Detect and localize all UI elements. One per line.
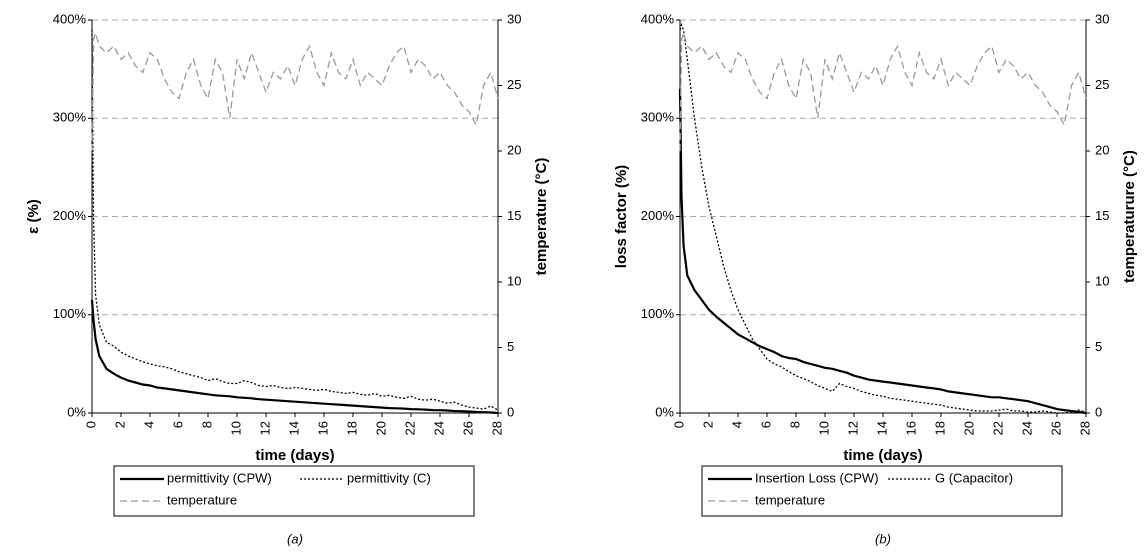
data-line — [679, 23, 1087, 414]
y2-tick-label: 0 — [1095, 404, 1102, 419]
y2-tick-label: 15 — [507, 208, 521, 223]
y-axis-label: ε (%) — [25, 199, 42, 234]
x-tick-label: 28 — [489, 421, 504, 435]
y2-tick-label: 30 — [1095, 11, 1109, 26]
y2-axis-label: temperature (°C) — [533, 158, 550, 276]
x-tick-label: 6 — [170, 421, 185, 428]
y-tick-label: 0% — [655, 404, 674, 419]
y2-axis-label: temperaturure (°C) — [1121, 150, 1138, 283]
x-tick-label: 24 — [431, 421, 446, 435]
legend-label: temperature — [755, 492, 825, 507]
y-tick-label: 200% — [641, 208, 675, 223]
x-tick-label: 8 — [787, 421, 802, 428]
x-axis-label: time (days) — [255, 447, 334, 464]
legend-label: Insertion Loss (CPW) — [755, 470, 879, 485]
legend-box — [701, 465, 1063, 517]
y-tick-label: 300% — [53, 110, 87, 125]
x-tick-label: 12 — [845, 421, 860, 435]
x-tick-label: 18 — [344, 421, 359, 435]
y2-tick-label: 0 — [507, 404, 514, 419]
y2-tick-label: 5 — [507, 339, 514, 354]
y2-tick-label: 10 — [507, 273, 521, 288]
x-tick-label: 24 — [1019, 421, 1034, 435]
x-tick-label: 16 — [315, 421, 330, 435]
data-line — [678, 88, 1087, 415]
x-tick-label: 22 — [990, 421, 1005, 435]
y-tick-label: 400% — [641, 11, 675, 26]
x-tick-label: 26 — [1048, 421, 1063, 435]
data-line — [679, 30, 1087, 152]
y2-tick-label: 5 — [1095, 339, 1102, 354]
y-axis-label: loss factor (%) — [613, 165, 630, 268]
x-tick-label: 10 — [228, 421, 243, 435]
y2-tick-label: 25 — [1095, 77, 1109, 92]
y2-tick-label: 30 — [507, 11, 521, 26]
x-tick-label: 6 — [758, 421, 773, 428]
y-tick-label: 100% — [53, 306, 87, 321]
data-line — [90, 299, 499, 415]
x-tick-label: 0 — [671, 421, 686, 428]
caption: (a) — [287, 531, 303, 546]
y-tick-label: 300% — [641, 110, 675, 125]
x-tick-label: 20 — [961, 421, 976, 435]
x-tick-label: 14 — [286, 421, 301, 435]
legend-box — [113, 465, 475, 517]
x-axis-label: time (days) — [843, 447, 922, 464]
y-tick-label: 400% — [53, 11, 87, 26]
legend-label: G (Capacitor) — [935, 470, 1013, 485]
legend-label: temperature — [167, 492, 237, 507]
x-tick-label: 10 — [816, 421, 831, 435]
x-tick-label: 16 — [903, 421, 918, 435]
x-tick-label: 22 — [402, 421, 417, 435]
x-tick-label: 28 — [1077, 421, 1092, 435]
x-tick-label: 2 — [112, 421, 127, 428]
y-tick-label: 0% — [67, 404, 86, 419]
x-tick-label: 8 — [199, 421, 214, 428]
y2-tick-label: 10 — [1095, 273, 1109, 288]
legend-label: permittivity (CPW) — [167, 470, 272, 485]
legend-label: permittivity (C) — [347, 470, 431, 485]
x-tick-label: 2 — [700, 421, 715, 428]
data-line — [91, 30, 499, 152]
y-tick-label: 100% — [641, 306, 675, 321]
y2-tick-label: 25 — [507, 77, 521, 92]
y2-tick-label: 20 — [507, 142, 521, 157]
x-tick-label: 26 — [460, 421, 475, 435]
y2-tick-label: 20 — [1095, 142, 1109, 157]
x-tick-label: 4 — [729, 421, 744, 428]
y-tick-label: 200% — [53, 208, 87, 223]
x-tick-label: 20 — [373, 421, 388, 435]
x-tick-label: 0 — [83, 421, 98, 428]
caption: (b) — [875, 531, 891, 546]
x-tick-label: 14 — [874, 421, 889, 435]
data-line — [91, 29, 499, 411]
x-tick-label: 18 — [932, 421, 947, 435]
x-tick-label: 4 — [141, 421, 156, 428]
x-tick-label: 12 — [257, 421, 272, 435]
y2-tick-label: 15 — [1095, 208, 1109, 223]
